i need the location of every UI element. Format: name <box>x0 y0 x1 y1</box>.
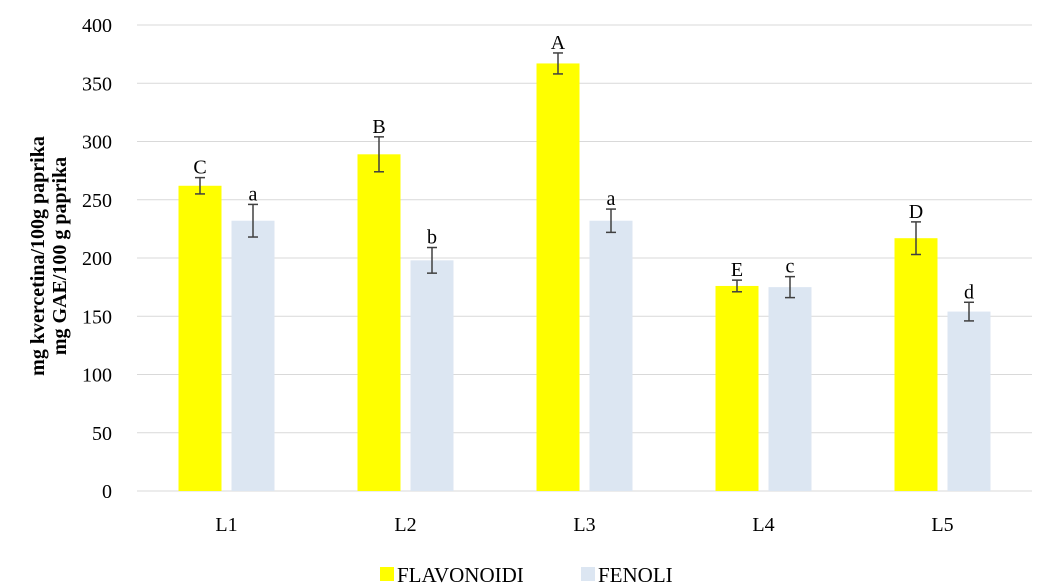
y-axis-ticks: 0 50 100 150 200 250 300 350 400 <box>82 15 112 503</box>
significance-label: B <box>372 116 385 138</box>
bar-flavonoidi-l1 <box>178 185 222 491</box>
y-axis-title: mg kvercetina/100g paprika mg GAE/100 g … <box>27 136 71 376</box>
x-axis-categories: L1 L2 L3 L4 L5 <box>215 514 953 536</box>
bars <box>178 63 991 491</box>
error-bar <box>195 176 205 195</box>
bar-flavonoidi-l5 <box>894 238 938 491</box>
legend-swatch-fenoli <box>581 567 595 581</box>
significance-label: C <box>193 157 206 179</box>
legend-label-fenoli: FENOLI <box>598 563 673 585</box>
error-bar <box>964 301 974 322</box>
significance-label: E <box>731 259 743 281</box>
bar-fenoli-l2 <box>410 260 454 491</box>
bar-fenoli-l4 <box>768 287 812 491</box>
significance-label: b <box>427 227 437 249</box>
error-bars <box>195 52 974 322</box>
y-tick-label: 150 <box>82 306 112 328</box>
error-bar <box>606 208 616 234</box>
y-tick-label: 50 <box>92 423 112 445</box>
y-tick-label: 0 <box>102 481 112 503</box>
grid-lines <box>137 24 1032 492</box>
significance-label: a <box>249 183 258 205</box>
y-tick-label: 250 <box>82 190 112 212</box>
bar-flavonoidi-l4 <box>715 285 759 491</box>
bar-fenoli-l3 <box>589 220 633 491</box>
legend-label-flavonoidi: FLAVONOIDI <box>397 563 524 585</box>
significance-label: c <box>786 256 795 278</box>
y-tick-label: 200 <box>82 248 112 270</box>
error-bar <box>785 275 795 299</box>
error-bar <box>732 279 742 293</box>
legend-swatch-flavonoidi <box>380 567 394 581</box>
significance-label: d <box>964 281 974 303</box>
bar-fenoli-l5 <box>947 311 991 491</box>
x-category-label: L2 <box>394 514 416 536</box>
error-bar <box>374 136 384 173</box>
x-category-label: L4 <box>752 514 774 536</box>
error-bar <box>248 203 258 238</box>
bar-flavonoidi-l2 <box>357 154 401 491</box>
x-category-label: L1 <box>215 514 237 536</box>
error-bar <box>553 52 563 75</box>
y-tick-label: 300 <box>82 132 112 154</box>
y-axis-title-line-1: mg kvercetina/100g paprika <box>27 136 49 376</box>
significance-labels: Ca Bb Aa E c Dd <box>193 32 974 303</box>
y-tick-label: 100 <box>82 365 112 387</box>
significance-label: D <box>909 201 923 223</box>
y-tick-label: 350 <box>82 73 112 95</box>
y-tick-label: 400 <box>82 15 112 37</box>
legend: FLAVONOIDI FENOLI <box>380 563 673 585</box>
y-axis-title-line-2: mg GAE/100 g paprika <box>49 157 71 355</box>
error-bar <box>427 246 437 274</box>
x-category-label: L5 <box>931 514 953 536</box>
bar-flavonoidi-l3 <box>536 63 580 491</box>
error-bar <box>911 221 921 256</box>
significance-label: A <box>551 32 566 54</box>
significance-label: a <box>607 188 616 210</box>
bar-fenoli-l1 <box>231 220 275 491</box>
x-category-label: L3 <box>573 514 595 536</box>
